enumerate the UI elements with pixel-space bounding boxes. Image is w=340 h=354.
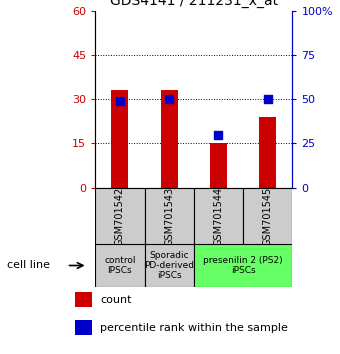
Text: GSM701542: GSM701542 <box>115 186 125 246</box>
Bar <box>75 292 92 307</box>
Text: percentile rank within the sample: percentile rank within the sample <box>100 323 288 333</box>
Bar <box>243 188 292 244</box>
Text: cell line: cell line <box>7 261 50 270</box>
Bar <box>95 244 144 287</box>
Point <box>117 98 122 104</box>
Bar <box>144 244 194 287</box>
Point <box>265 96 271 102</box>
Bar <box>75 320 92 335</box>
Bar <box>111 90 129 188</box>
Text: Sporadic
PD-derived
iPSCs: Sporadic PD-derived iPSCs <box>144 251 194 280</box>
Text: GSM701544: GSM701544 <box>214 186 223 246</box>
Bar <box>194 244 292 287</box>
Bar <box>160 90 178 188</box>
Text: GSM701543: GSM701543 <box>164 186 174 246</box>
Title: GDS4141 / 211231_x_at: GDS4141 / 211231_x_at <box>110 0 278 8</box>
Bar <box>210 143 227 188</box>
Text: presenilin 2 (PS2)
iPSCs: presenilin 2 (PS2) iPSCs <box>203 256 283 275</box>
Bar <box>194 188 243 244</box>
Text: control
IPSCs: control IPSCs <box>104 256 136 275</box>
Bar <box>259 117 276 188</box>
Bar <box>144 188 194 244</box>
Text: count: count <box>100 295 132 304</box>
Bar <box>95 188 144 244</box>
Point <box>216 132 221 137</box>
Point <box>166 96 172 102</box>
Text: GSM701545: GSM701545 <box>263 186 273 246</box>
